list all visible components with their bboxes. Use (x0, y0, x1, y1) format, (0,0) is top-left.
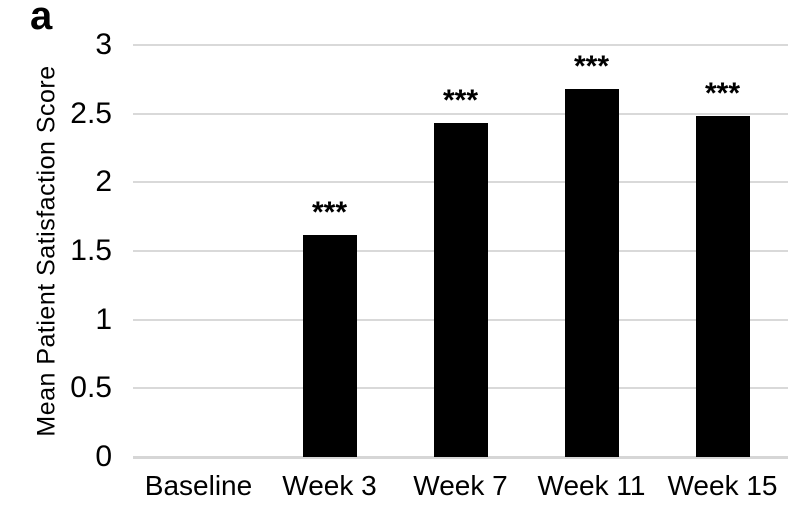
y-axis-tick-label: 3 (95, 28, 112, 61)
y-axis-tick-label: 1.5 (70, 234, 112, 267)
bar-week-15 (695, 116, 750, 457)
x-axis-line (133, 456, 788, 459)
y-axis-tick-label: 2.5 (70, 96, 112, 130)
y-axis-tick-label: 0.5 (70, 371, 112, 405)
gridline (133, 112, 788, 115)
bar-week-3 (302, 234, 357, 457)
gridline (133, 44, 788, 46)
y-axis-tick-label: 0 (95, 440, 112, 473)
bar-week-11 (564, 88, 619, 457)
panel-label: a (30, 0, 53, 38)
significance-marker-week-11: *** (573, 49, 610, 83)
significance-marker-week-3: *** (311, 195, 348, 229)
x-axis-category-label-week-15: Week 15 (667, 470, 778, 501)
y-axis-tick-label: 2 (95, 165, 112, 199)
bar-week-7 (433, 123, 488, 457)
x-axis-category-label-baseline: Baseline (144, 470, 253, 501)
y-axis-tick-label: 1 (95, 302, 112, 336)
significance-marker-week-7: *** (442, 84, 479, 118)
x-axis-category-label-week-11: Week 11 (537, 470, 646, 501)
significance-marker-week-15: *** (704, 77, 741, 111)
x-axis-category-label-week-7: Week 7 (413, 470, 508, 501)
x-axis-category-label-week-3: Week 3 (282, 470, 377, 501)
